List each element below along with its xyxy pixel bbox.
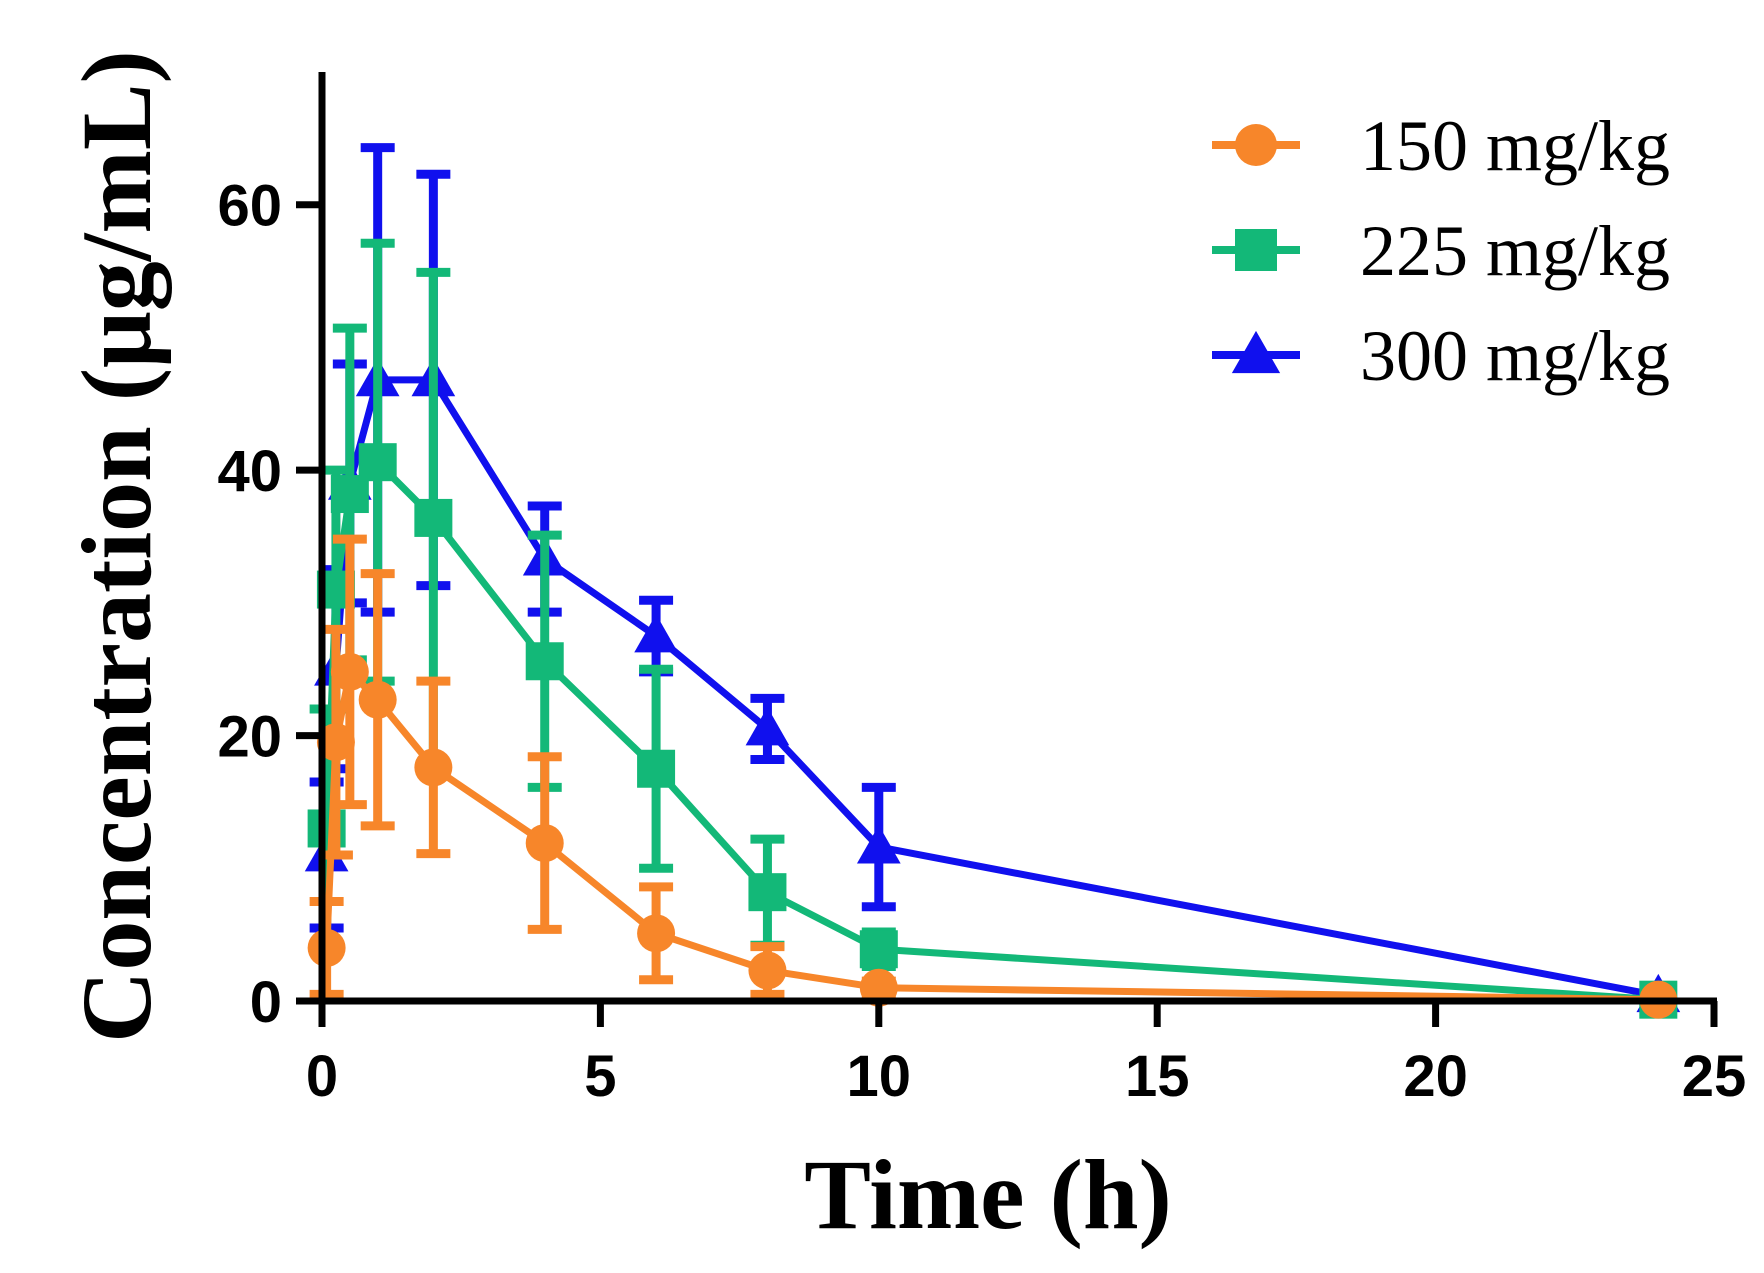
legend-item: 225 mg/kg [1212, 211, 1670, 291]
data-point [525, 824, 564, 863]
data-point [307, 928, 346, 967]
data-point [859, 968, 898, 1007]
data-point [358, 680, 397, 719]
y-tick-label: 0 [250, 970, 282, 1035]
series-150-mg-kg [307, 534, 1678, 1019]
legend-item: 150 mg/kg [1212, 106, 1670, 186]
x-tick-label: 20 [1403, 1044, 1468, 1109]
series-line [323, 376, 1659, 1000]
data-point [634, 614, 678, 653]
data-point [525, 642, 564, 681]
data-point [859, 930, 898, 969]
data-point [358, 443, 397, 482]
x-tick-label: 10 [847, 1044, 912, 1109]
legend-label: 225 mg/kg [1360, 211, 1670, 291]
legend-swatch-marker [1235, 124, 1277, 166]
data-point [330, 652, 369, 691]
data-point [414, 498, 453, 537]
data-point [414, 748, 453, 787]
data-point [856, 825, 901, 864]
series-layer [304, 143, 1681, 1019]
x-tick-label: 0 [306, 1044, 338, 1109]
x-tick-label: 5 [584, 1044, 616, 1109]
data-point [316, 723, 355, 762]
legend: 150 mg/kg 225 mg/kg 300 mg/kg [1212, 106, 1670, 396]
legend-swatch-marker [1235, 229, 1277, 271]
data-point [330, 475, 369, 514]
tick-layer: 0 5 10 15 20 25 0 20 40 60 [217, 174, 1746, 1109]
y-tick-label: 60 [217, 174, 282, 239]
legend-item: 300 mg/kg [1212, 316, 1670, 396]
x-axis-title: Time (h) [804, 1139, 1172, 1250]
y-tick-label: 40 [217, 439, 282, 504]
y-tick-label: 20 [217, 705, 282, 770]
data-point [745, 707, 790, 746]
legend-label: 300 mg/kg [1360, 316, 1670, 396]
series-line [323, 668, 1659, 1004]
data-point [748, 873, 787, 912]
series-line [323, 458, 1659, 1004]
data-point [637, 914, 676, 953]
data-point [748, 951, 787, 990]
x-tick-label: 15 [1125, 1044, 1190, 1109]
data-point [637, 749, 676, 788]
legend-swatch-marker [1231, 330, 1281, 374]
x-tick-label: 25 [1682, 1044, 1747, 1109]
y-axis-title: Concentration (μg/mL) [61, 50, 172, 1043]
legend-label: 150 mg/kg [1360, 106, 1670, 186]
